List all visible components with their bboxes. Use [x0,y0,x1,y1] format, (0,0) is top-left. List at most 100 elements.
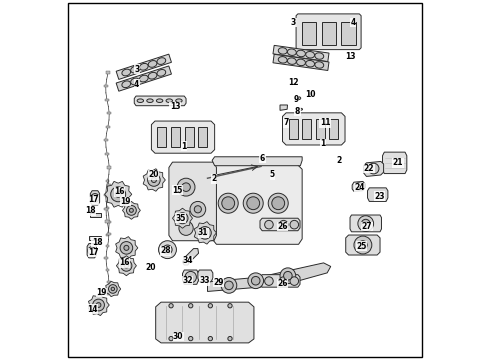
Text: 30: 30 [173,332,183,341]
Ellipse shape [137,99,144,103]
Text: 35: 35 [175,214,186,223]
Bar [105,207,109,209]
Circle shape [115,191,121,197]
Circle shape [163,245,172,254]
Ellipse shape [288,49,296,55]
Text: 27: 27 [362,222,372,231]
Circle shape [248,273,264,289]
Circle shape [124,246,129,251]
Text: 21: 21 [392,158,403,167]
Ellipse shape [296,59,305,66]
Circle shape [228,303,232,308]
Polygon shape [207,263,331,292]
Polygon shape [104,181,132,207]
Ellipse shape [157,69,166,76]
Bar [106,196,110,198]
Polygon shape [89,236,100,240]
Bar [157,127,167,147]
Polygon shape [134,96,186,106]
Polygon shape [156,302,254,343]
Polygon shape [346,235,380,255]
Circle shape [243,193,263,213]
Circle shape [218,193,238,213]
Text: 9: 9 [294,95,299,104]
Bar [104,257,108,259]
Circle shape [111,187,125,202]
Text: 22: 22 [364,164,374,173]
Circle shape [265,220,273,229]
Ellipse shape [148,60,157,67]
Text: 28: 28 [160,246,171,255]
Text: 18: 18 [92,238,102,247]
Circle shape [247,197,260,210]
Polygon shape [198,270,213,282]
Ellipse shape [140,75,148,82]
Circle shape [159,241,176,258]
Bar [107,112,111,114]
Circle shape [279,277,288,285]
Polygon shape [87,244,97,258]
Polygon shape [182,249,198,265]
Circle shape [222,197,235,210]
Polygon shape [352,181,365,192]
Text: 4: 4 [350,18,356,27]
Circle shape [290,220,298,229]
Circle shape [179,221,193,235]
Polygon shape [151,121,215,153]
Bar [106,234,109,237]
Bar [104,208,108,210]
Bar [322,22,336,45]
Text: 19: 19 [121,197,131,206]
Ellipse shape [140,63,148,70]
Text: 33: 33 [199,276,210,285]
Circle shape [358,216,373,231]
Polygon shape [143,169,165,191]
Bar [104,85,108,87]
Ellipse shape [296,97,301,100]
Polygon shape [182,270,198,284]
Bar [104,194,107,196]
Polygon shape [212,157,302,166]
Ellipse shape [122,81,131,87]
Text: 34: 34 [183,256,193,265]
Circle shape [355,183,362,190]
Polygon shape [117,256,136,276]
Circle shape [121,260,132,271]
Text: 13: 13 [170,102,180,111]
Text: 24: 24 [354,183,365,192]
Polygon shape [90,191,99,205]
Polygon shape [116,66,172,91]
Circle shape [182,183,190,192]
Bar [198,127,207,147]
Text: 11: 11 [320,118,330,127]
Bar [342,22,356,45]
Bar [185,127,194,147]
Circle shape [268,193,288,213]
Polygon shape [273,45,329,62]
Circle shape [96,303,101,307]
Bar [104,139,107,141]
Ellipse shape [176,99,182,103]
Circle shape [228,337,232,341]
Circle shape [280,268,296,284]
Text: 10: 10 [305,90,315,99]
Polygon shape [368,188,388,202]
Bar [106,71,110,73]
Polygon shape [212,164,302,244]
Ellipse shape [309,93,314,95]
Text: 2: 2 [211,175,217,184]
Circle shape [199,226,211,239]
Circle shape [208,337,213,341]
Bar [105,99,109,101]
Circle shape [147,174,160,186]
Circle shape [224,281,233,290]
Ellipse shape [156,99,163,103]
Circle shape [169,337,173,341]
Circle shape [93,299,104,311]
Circle shape [108,285,117,293]
Ellipse shape [147,99,153,103]
Polygon shape [273,54,329,71]
Circle shape [185,271,196,283]
Bar [107,184,111,186]
Text: 26: 26 [277,222,288,231]
